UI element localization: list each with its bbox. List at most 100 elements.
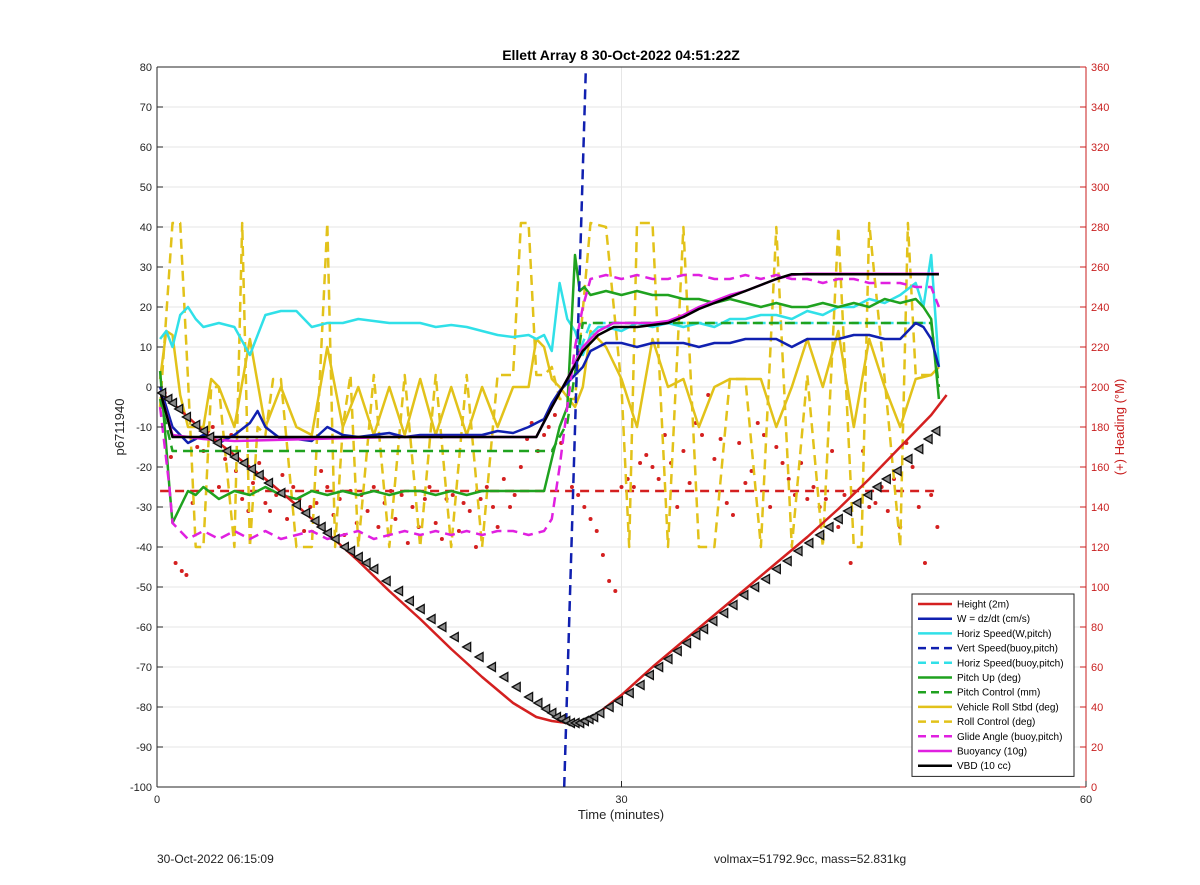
height-marker-11 [238,457,249,469]
y2-tick-label-16: 320 [1091,142,1109,154]
height-marker-41 [540,703,551,715]
heading-point-11 [223,457,228,461]
y2-tick-label-4: 80 [1091,622,1103,634]
heading-point-79 [619,485,624,489]
y2-tick-label-12: 240 [1091,302,1109,314]
y-tick-label-7: -30 [136,502,152,514]
height-marker-23 [345,545,356,557]
heading-point-116 [848,561,853,565]
height-marker-65 [718,607,729,619]
y2-tick-label-1: 20 [1091,742,1103,754]
height-marker-66 [727,599,738,611]
height-marker-59 [662,653,673,665]
height-marker-30 [414,603,425,615]
heading-point-127 [916,505,921,509]
footer-volume-mass: volmax=51792.9cc, mass=52.831kg [714,852,907,866]
heading-point-4 [184,573,189,577]
height-marker-52 [594,707,605,719]
legend-label-11: VBD (10 cc) [957,761,1011,772]
height-marker-51 [588,711,599,723]
height-marker-14 [263,477,274,489]
height-marker-33 [448,631,459,643]
y2-axis-label: (+) Heading (°M) [1112,379,1127,476]
height-marker-13 [253,469,264,481]
heading-point-75 [594,529,599,533]
heading-point-92 [700,433,705,437]
y-tick-label-0: -100 [130,782,152,794]
heading-point-9 [210,425,215,429]
series-line-9 [158,273,941,541]
legend-label-2: Horiz Speed(W,pitch) [957,629,1051,640]
heading-point-37 [371,485,376,489]
height-marker-70 [771,563,781,575]
legend-label-5: Pitch Up (deg) [957,673,1021,684]
heading-point-56 [478,497,483,501]
height-marker-26 [368,563,379,575]
legend-label-3: Vert Speed(buoy,pitch) [957,644,1058,655]
height-marker-84 [913,443,924,455]
heading-point-19 [268,509,273,513]
height-marker-16 [291,499,302,511]
heading-point-86 [662,433,667,437]
y-axis-label: p6711940 [112,399,127,456]
y-tick-label-9: -10 [136,422,152,434]
y-tick-label-17: 70 [140,102,152,114]
height-marker-68 [749,581,760,593]
series-line-2 [159,253,941,368]
height-marker-82 [891,465,902,477]
legend-label-8: Roll Control (deg) [957,717,1035,728]
heading-point-95 [718,437,723,441]
heading-point-89 [681,449,686,453]
y2-tick-label-10: 200 [1091,382,1109,394]
y-tick-label-14: 40 [140,222,152,234]
heading-point-18 [263,501,268,505]
heading-point-90 [687,481,692,485]
heading-point-52 [456,529,461,533]
series-line-5 [158,253,941,525]
heading-point-96 [724,501,729,505]
height-marker-71 [781,555,792,567]
y-tick-label-16: 60 [140,142,152,154]
chart-title: Ellett Array 8 30-Oct-2022 04:51:22Z [502,47,740,63]
height-marker-73 [803,537,814,549]
y-tick-label-18: 80 [140,62,152,74]
heading-point-105 [780,461,785,465]
series-line-6 [158,321,941,453]
height-marker-77 [842,505,853,517]
heading-point-88 [675,505,680,509]
legend-label-1: W = dz/dt (cm/s) [957,614,1030,625]
height-marker-34 [461,641,472,653]
height-marker-4 [181,411,192,423]
height-marker-6 [198,425,209,437]
height-marker-29 [404,595,415,607]
height-marker-37 [498,671,509,683]
height-marker-2 [167,397,178,409]
y2-tick-label-6: 120 [1091,542,1109,554]
heading-point-85 [656,477,661,481]
height-marker-76 [832,513,843,525]
y2-tick-label-3: 60 [1091,662,1103,674]
heading-point-128 [922,561,927,565]
y-tick-label-8: -20 [136,462,152,474]
heading-point-130 [935,525,940,529]
heading-point-83 [644,453,649,457]
height-marker-81 [880,473,891,485]
heading-point-67 [542,433,547,437]
height-marker-67 [738,589,749,601]
height-marker-58 [653,661,664,673]
heading-point-29 [325,485,330,489]
heading-point-81 [631,485,636,489]
height-marker-9 [221,445,232,457]
height-marker-86 [930,425,941,437]
height-marker-75 [823,521,834,533]
axes-layer: -100-90-80-70-60-50-40-30-20-10010203040… [130,62,1109,806]
height-marker-0 [156,387,167,399]
heading-point-61 [508,505,513,509]
heading-point-36 [365,509,370,513]
heading-point-119 [867,505,872,509]
heading-point-98 [737,441,742,445]
marker-layer [156,387,941,729]
legend-label-0: Height (2m) [957,600,1009,611]
y2-tick-label-13: 260 [1091,262,1109,274]
y2-tick-label-18: 360 [1091,62,1109,74]
